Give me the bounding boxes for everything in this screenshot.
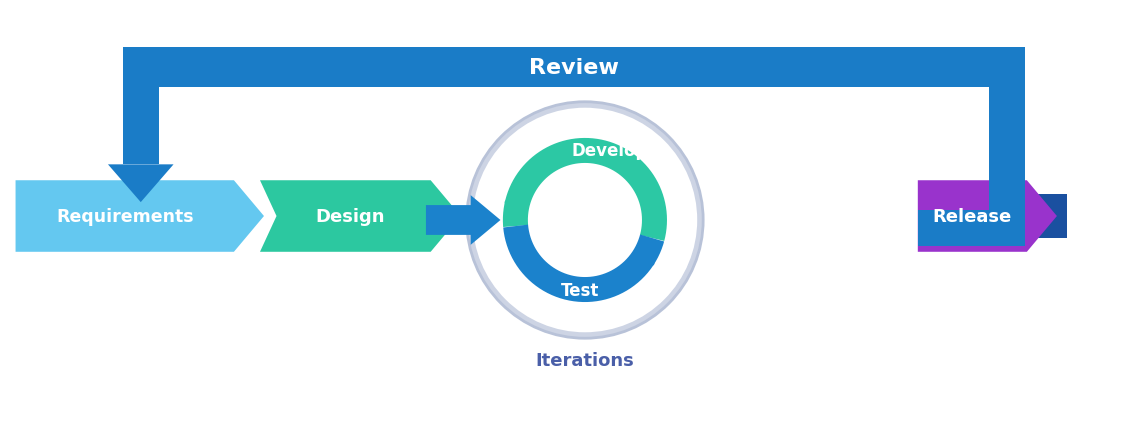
FancyBboxPatch shape [918,195,1067,238]
FancyBboxPatch shape [123,48,1026,88]
Polygon shape [918,181,1057,252]
FancyBboxPatch shape [123,88,158,165]
Polygon shape [108,165,173,203]
Circle shape [466,102,704,339]
Text: Release: Release [933,208,1012,226]
Text: Design: Design [315,208,385,226]
Circle shape [472,109,697,332]
Text: Develop: Develop [572,142,647,160]
Text: Requirements: Requirements [56,208,194,226]
FancyBboxPatch shape [989,88,1026,246]
Text: Test: Test [560,281,599,299]
Text: Iterations: Iterations [535,351,634,369]
FancyArrow shape [426,196,501,245]
Polygon shape [260,181,461,252]
FancyBboxPatch shape [918,211,989,246]
Text: Review: Review [529,58,619,78]
Polygon shape [16,181,264,252]
Circle shape [554,189,617,252]
